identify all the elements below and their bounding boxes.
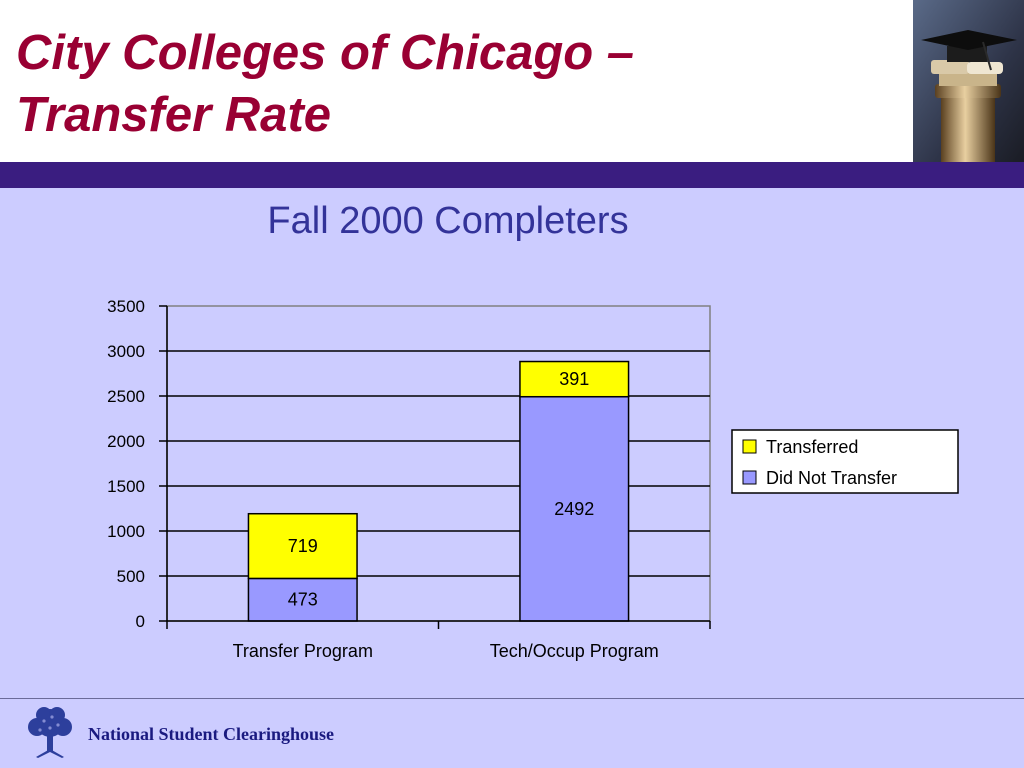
y-tick-label: 2500: [107, 387, 145, 406]
bars: 473 719 2492 391: [247, 360, 630, 622]
graduation-cap-column-image: [913, 0, 1024, 162]
y-tick-label: 1500: [107, 477, 145, 496]
y-tick-label: 1000: [107, 522, 145, 541]
stacked-bar-chart: 473 719 2492 391 0 500 1000 1500 2000 2500 3000 35…: [107, 297, 959, 661]
y-axis-tick-labels: 0 500 1000 1500 2000 2500 3000 3500: [107, 297, 167, 631]
title-band: [0, 162, 1024, 188]
bar-transferred-transfer-program: [247, 512, 358, 580]
x-category-label: Transfer Program: [233, 641, 373, 661]
legend-swatch-transferred: [742, 439, 757, 454]
data-label-did-not-transfer-tech-occup-program: 2492: [554, 499, 594, 519]
footer-divider: [0, 698, 1024, 699]
slide-title-line-1: City Colleges of Chicago –: [16, 26, 635, 80]
bar-did-not-transfer-transfer-program: [247, 577, 358, 622]
footer-organization-name: National Student Clearinghouse: [88, 724, 335, 744]
tree-logo-icon: [28, 707, 72, 758]
y-tick-label: 0: [136, 612, 145, 631]
slide-title-line-2: Transfer Rate: [16, 88, 332, 142]
legend-label-transferred: Transferred: [766, 437, 858, 457]
legend-label-did-not-transfer: Did Not Transfer: [766, 468, 897, 488]
data-label-transferred-transfer-program: 719: [288, 536, 318, 556]
legend-box: [731, 429, 959, 494]
x-category-label: Tech/Occup Program: [490, 641, 659, 661]
y-tick-label: 2000: [107, 432, 145, 451]
chart-title: Fall 2000 Completers: [267, 200, 629, 242]
y-tick-label: 3500: [107, 297, 145, 316]
y-tick-label: 500: [117, 567, 145, 586]
x-axis-category-labels: Transfer Program Tech/Occup Program: [166, 621, 711, 661]
header: City Colleges of Chicago – Transfer Rate: [0, 0, 1024, 162]
data-label-did-not-transfer-transfer-program: 473: [288, 590, 318, 610]
bar-transferred-tech-occup-program: [519, 360, 630, 398]
bar-did-not-transfer-tech-occup-program: [519, 395, 630, 622]
legend-swatch-did-not-transfer: [742, 470, 757, 485]
legend: Transferred Did Not Transfer: [731, 429, 959, 494]
slide-title: City Colleges of Chicago – Transfer Rate: [16, 22, 634, 146]
data-label-transferred-tech-occup-program: 391: [559, 369, 589, 389]
y-tick-label: 3000: [107, 342, 145, 361]
